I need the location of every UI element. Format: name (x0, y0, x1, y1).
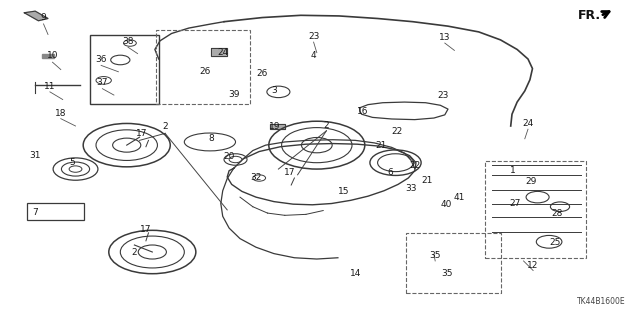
Text: 1: 1 (511, 166, 516, 174)
Text: FR.: FR. (578, 10, 601, 22)
Text: 28: 28 (551, 209, 563, 218)
Text: 20: 20 (223, 152, 235, 161)
Text: 16: 16 (356, 107, 368, 115)
Text: 27: 27 (509, 199, 521, 208)
Text: 12: 12 (527, 261, 539, 270)
Text: 38: 38 (122, 37, 134, 46)
Text: 15: 15 (338, 187, 349, 196)
Text: 25: 25 (550, 238, 561, 247)
Text: 26: 26 (257, 69, 268, 78)
Text: 22: 22 (409, 161, 420, 170)
Text: 18: 18 (55, 109, 67, 118)
Text: 2: 2 (324, 121, 329, 130)
Text: 13: 13 (439, 33, 451, 42)
Text: 31: 31 (29, 151, 41, 160)
Text: 24: 24 (217, 48, 228, 57)
Text: 36: 36 (95, 55, 107, 63)
Text: 9: 9 (41, 13, 46, 22)
Text: 35: 35 (429, 251, 441, 260)
Bar (485, 161, 586, 258)
Text: 39: 39 (228, 90, 239, 99)
Text: 17: 17 (284, 168, 296, 177)
Text: 21: 21 (376, 141, 387, 150)
Text: 11: 11 (44, 82, 56, 91)
Text: 4: 4 (311, 51, 316, 60)
Text: 41: 41 (454, 193, 465, 202)
Text: 21: 21 (422, 176, 433, 185)
Text: 24: 24 (522, 119, 534, 128)
Text: 23: 23 (438, 91, 449, 100)
Text: 26: 26 (199, 67, 211, 76)
Bar (27, 203, 84, 220)
Text: 5: 5 (70, 158, 75, 167)
Text: 7: 7 (33, 208, 38, 217)
Text: 17: 17 (140, 225, 152, 234)
Bar (156, 30, 250, 104)
Polygon shape (211, 48, 227, 56)
Text: 32: 32 (250, 173, 262, 182)
Text: 23: 23 (308, 32, 319, 41)
Text: 8: 8 (209, 134, 214, 143)
Text: TK44B1600E: TK44B1600E (577, 297, 626, 306)
Text: 3: 3 (271, 86, 276, 95)
Text: 22: 22 (391, 127, 403, 136)
Text: 40: 40 (441, 200, 452, 209)
Polygon shape (24, 11, 48, 21)
Text: 14: 14 (349, 269, 361, 278)
Text: 19: 19 (269, 122, 281, 131)
Text: 37: 37 (97, 78, 108, 87)
Text: 33: 33 (406, 184, 417, 193)
Text: 2: 2 (132, 248, 137, 256)
Text: 10: 10 (47, 51, 58, 60)
Text: 35: 35 (441, 269, 452, 278)
Text: 2: 2 (163, 122, 168, 131)
Text: 29: 29 (525, 177, 537, 186)
Text: 17: 17 (136, 130, 148, 138)
Polygon shape (42, 54, 54, 58)
Bar (90, 35, 159, 104)
Bar (406, 233, 501, 293)
Text: 6: 6 (388, 168, 393, 177)
Polygon shape (270, 124, 285, 129)
